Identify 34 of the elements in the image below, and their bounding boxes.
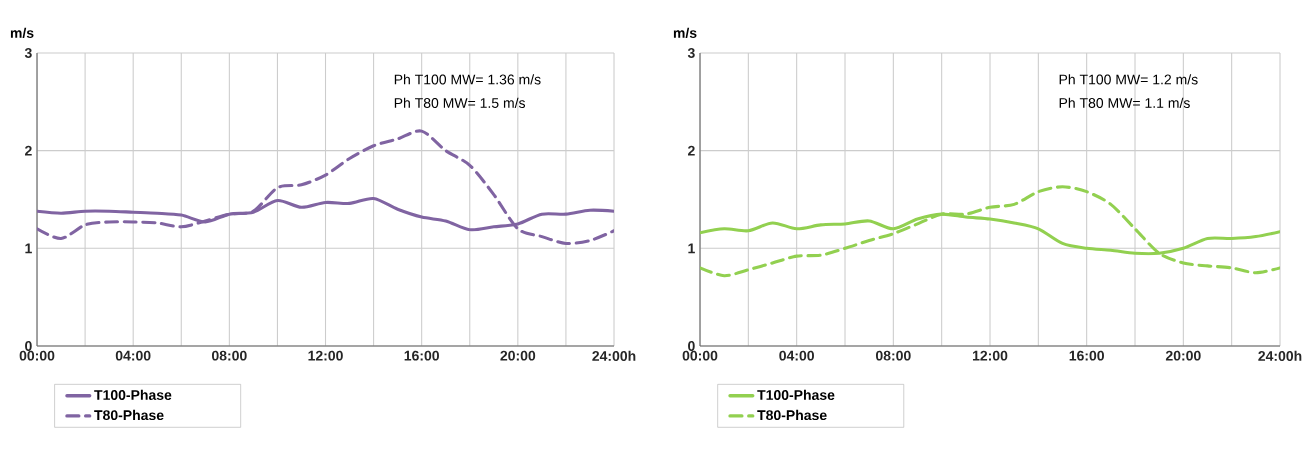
annotation: Ph T100 MW= 1.2 m/s [1059, 74, 1198, 85]
y-tick-label: 3 [24, 48, 32, 58]
x-tick-label: 04:00 [115, 350, 151, 361]
x-tick-label: 12:00 [308, 350, 343, 361]
y-tick-label: 2 [25, 145, 32, 156]
y-tick-label: 1 [688, 243, 695, 254]
legend-label: T100-Phase [757, 389, 835, 400]
y-tick-label: 0 [25, 341, 32, 351]
x-tick-label: 20:00 [500, 350, 536, 361]
legend-label: T100-Phase [94, 389, 172, 400]
line-series [37, 129, 615, 246]
y-tick-label: 0 [688, 341, 695, 351]
x-tick-label: 24:00h [592, 350, 636, 361]
x-tick-label: 12:00 [972, 350, 1008, 361]
y-axis-title: m/s [10, 27, 34, 39]
y-tick-label: 3 [687, 48, 695, 58]
x-tick-label: 08:00 [875, 350, 911, 361]
annotation: Ph T80 MW= 1.5 m/s [394, 97, 526, 108]
line-series [700, 185, 1280, 278]
legend-label: T80-Phase [757, 409, 827, 421]
x-tick-label: 16:00 [1069, 350, 1104, 361]
legend-label: T80-Phase [94, 409, 164, 421]
x-tick-label: 04:00 [779, 350, 814, 361]
x-tick-label: 00:00 [19, 350, 55, 361]
x-tick-label: 16:00 [404, 350, 439, 361]
x-tick-label: 08:00 [211, 350, 247, 361]
y-tick-label: 1 [25, 243, 32, 254]
y-axis-title: m/s [673, 27, 697, 39]
annotation: Ph T80 MW= 1.1 m/s [1059, 97, 1190, 108]
x-tick-label: 00:00 [682, 350, 718, 361]
x-tick-label: 24:00h [1258, 350, 1302, 361]
x-tick-label: 20:00 [1165, 350, 1201, 361]
y-tick-label: 2 [687, 145, 695, 156]
annotation: Ph T100 MW= 1.36 m/s [394, 74, 541, 85]
